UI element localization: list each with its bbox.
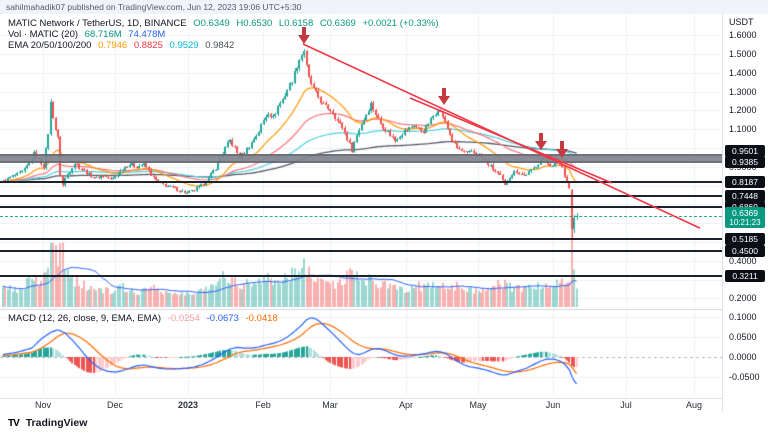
month-label: Jul — [620, 400, 632, 410]
macd-line-value: -0.0673 — [206, 313, 239, 324]
symbol-title: MATIC Network / TetherUS, 1D, BINANCE — [8, 18, 187, 29]
sell-arrow-marker[interactable] — [556, 140, 568, 158]
macd-hist-value: -0.0254 — [167, 313, 200, 324]
chart-container[interactable]: MATIC Network / TetherUS, 1D, BINANCE O0… — [0, 14, 768, 412]
publish-header-text: sahilmahadik07 published on TradingView.… — [6, 2, 302, 12]
volume-ma-value: 74.478M — [128, 29, 166, 40]
brand-name: TradingView — [25, 417, 88, 429]
tradingview-logo[interactable]: TV TradingView — [8, 417, 87, 429]
ohlc-high: H0.6530 — [236, 18, 273, 29]
arrow-head — [535, 141, 547, 151]
sell-arrow-marker[interactable] — [535, 133, 547, 151]
macd-signal-value: -0.0418 — [245, 313, 278, 324]
sell-arrow-marker[interactable] — [438, 87, 450, 105]
support-line[interactable] — [0, 274, 722, 277]
bar-countdown: 10:21:23 — [729, 218, 761, 228]
macd-tick-label: 0.1000 — [729, 312, 757, 322]
price-tick-label: 1.5000 — [729, 49, 757, 59]
ohlc-open: O0.6349 — [193, 18, 230, 29]
support-line[interactable] — [0, 237, 722, 240]
price-tick-label: 1.3000 — [729, 86, 757, 97]
volume-legend-label: Vol · MATIC (20) — [8, 29, 79, 40]
ema-legend-label: EMA 20/50/100/200 — [8, 40, 92, 51]
last-price-value: 0.6369 — [732, 208, 758, 219]
axis-currency-label: USDT — [729, 17, 754, 27]
price-level-badge: 0.8187 — [725, 176, 765, 189]
ema20-value: 0.7946 — [98, 40, 128, 51]
arrow-head — [556, 148, 568, 158]
month-label: Mar — [322, 400, 338, 410]
ema-legend[interactable]: EMA 20/50/100/200 0.7946 0.8825 0.9529 0… — [8, 40, 238, 51]
price-axis[interactable]: USDT 1.6000 1.5000 1.4000 1.3000 1.2000 1.100… — [722, 14, 768, 412]
price-level-badge: 0.7448 — [725, 189, 765, 202]
support-line[interactable] — [0, 205, 722, 208]
price-level-badge: 0.4500 — [725, 245, 765, 258]
month-label: May — [469, 400, 487, 410]
price-level-badge: 0.3211 — [725, 269, 765, 282]
arrow-stem — [302, 27, 306, 37]
price-tick-label: 0.2000 — [729, 293, 757, 304]
month-label: Dec — [106, 400, 124, 410]
volume-value: 68.716M — [84, 29, 122, 40]
pane-separator[interactable] — [0, 309, 722, 310]
month-label: Jun — [545, 400, 561, 410]
ema50-value: 0.8825 — [133, 40, 163, 51]
last-price-badge: 0.6369 10:21:23 — [725, 207, 765, 229]
ema200-value: 0.9842 — [205, 40, 235, 51]
footer: TV TradingView — [0, 412, 768, 436]
price-tick-label: 1.4000 — [729, 67, 757, 78]
support-line[interactable] — [0, 250, 722, 253]
price-tick-label: 1.6000 — [729, 30, 757, 41]
support-line[interactable] — [0, 194, 722, 197]
time-axis[interactable]: Nov Dec 2023 Feb Mar Apr May Jun Jul Aug — [0, 398, 722, 412]
price-tick-label: 1.1000 — [729, 124, 757, 135]
ohlc-change: +0.0021 (+0.33%) — [362, 18, 439, 29]
price-tick-label: 1.2000 — [729, 105, 757, 116]
supply-zone[interactable] — [0, 154, 722, 163]
support-line[interactable] — [0, 181, 722, 184]
macd-tick-label: 0.0000 — [729, 352, 757, 362]
month-label: Apr — [398, 400, 414, 410]
sell-arrow-marker[interactable] — [298, 27, 310, 45]
publish-header: sahilmahadik07 published on TradingView.… — [0, 0, 768, 14]
current-price-line — [0, 216, 722, 218]
arrow-head — [298, 35, 310, 45]
macd-tick-label: -0.0500 — [729, 372, 760, 382]
macd-legend[interactable]: MACD (12, 26, close, 9, EMA, EMA) -0.025… — [8, 313, 282, 324]
symbol-legend[interactable]: MATIC Network / TetherUS, 1D, BINANCE O0… — [8, 18, 443, 29]
price-level-badge: 0.9501 — [725, 145, 765, 158]
ohlc-low: L0.6158 — [278, 18, 314, 29]
ema100-value: 0.9529 — [169, 40, 199, 51]
month-label: Aug — [685, 400, 703, 410]
macd-legend-label: MACD (12, 26, close, 9, EMA, EMA) — [8, 313, 162, 324]
price-tick-label: 0.4000 — [729, 255, 757, 266]
month-label: Nov — [34, 400, 52, 410]
price-level-badge: 0.5185 — [725, 232, 765, 245]
arrow-head — [438, 95, 450, 105]
month-label: 2023 — [177, 400, 199, 410]
month-label: Feb — [255, 400, 271, 410]
price-level-badge: 0.9385 — [725, 155, 765, 168]
ohlc-close: C0.6369 — [319, 18, 356, 29]
tv-logo-icon: TV — [8, 418, 20, 429]
volume-legend[interactable]: Vol · MATIC (20) 68.716M 74.478M — [8, 29, 169, 40]
macd-tick-label: 0.0500 — [729, 332, 757, 342]
